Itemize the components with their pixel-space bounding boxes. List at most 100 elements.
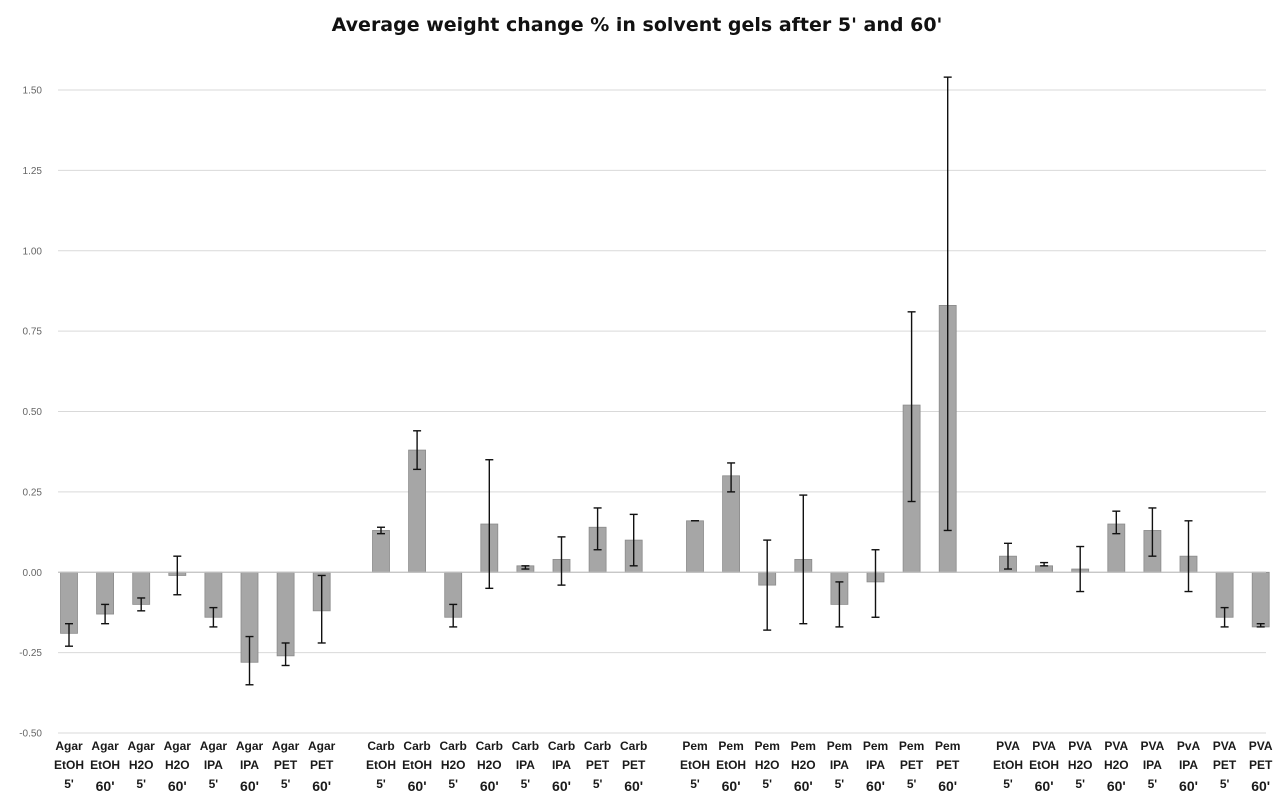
x-tick-label: PVA	[1141, 739, 1165, 753]
x-tick-label: PET	[900, 758, 924, 772]
x-tick-label: 60'	[1107, 778, 1126, 794]
x-tick-label: H2O	[165, 758, 190, 772]
x-tick-label: 60'	[624, 778, 643, 794]
x-tick-label: 60'	[1035, 778, 1054, 794]
x-tick-label: PvA	[1177, 739, 1201, 753]
x-tick-label: PVA	[1032, 739, 1056, 753]
x-tick-label: H2O	[791, 758, 816, 772]
x-tick-label: Carb	[476, 739, 503, 753]
chart-title: Average weight change % in solvent gels …	[331, 14, 943, 36]
x-tick-label: IPA	[516, 758, 535, 772]
y-tick-label: 0.00	[23, 568, 43, 579]
x-tick-label: 60'	[312, 778, 331, 794]
x-tick-label: 5'	[907, 777, 917, 791]
x-tick-label: Agar	[55, 739, 83, 753]
bar	[1035, 565, 1053, 573]
x-tick-label: IPA	[204, 758, 223, 772]
x-tick-label: Agar	[308, 739, 336, 753]
x-tick-label: 5'	[136, 777, 146, 791]
x-tick-label: 60'	[96, 778, 115, 794]
x-tick-label: 60'	[168, 778, 187, 794]
x-tick-label: PET	[274, 758, 298, 772]
x-tick-label: Pem	[755, 739, 780, 753]
y-tick-label: 1.00	[23, 246, 43, 257]
x-tick-label: Agar	[200, 739, 228, 753]
x-tick-label: EtOH	[402, 758, 432, 772]
x-tick-label: Pem	[682, 739, 707, 753]
y-tick-label: 1.25	[23, 166, 43, 177]
x-tick-label: Agar	[128, 739, 156, 753]
x-tick-label: EtOH	[1029, 758, 1059, 772]
x-tick-label: Pem	[827, 739, 852, 753]
x-tick-label: IPA	[1179, 758, 1198, 772]
bar	[372, 530, 390, 573]
x-tick-label: 5'	[762, 777, 772, 791]
x-tick-label: PET	[1213, 758, 1237, 772]
x-tick-label: 60'	[1179, 778, 1198, 794]
grid-lines	[58, 89, 1266, 734]
x-tick-label: EtOH	[993, 758, 1023, 772]
x-tick-label: IPA	[866, 758, 885, 772]
x-tick-label: Carb	[367, 739, 394, 753]
y-tick-label: -0.50	[19, 729, 42, 740]
y-tick-label: 0.25	[23, 487, 43, 498]
y-tick-label: 0.50	[23, 407, 43, 418]
x-tick-label: Agar	[164, 739, 192, 753]
x-tick-label: PET	[936, 758, 960, 772]
x-tick-label: 5'	[376, 777, 386, 791]
x-tick-label: 60'	[480, 778, 499, 794]
x-tick-label: H2O	[129, 758, 154, 772]
x-tick-label: 60'	[552, 778, 571, 794]
x-tick-label: 5'	[690, 777, 700, 791]
x-tick-label: 5'	[521, 777, 531, 791]
y-tick-label: 0.75	[23, 327, 43, 338]
x-tick-label: H2O	[441, 758, 466, 772]
x-tick-label: Pem	[899, 739, 924, 753]
x-tick-label: Agar	[272, 739, 300, 753]
x-tick-label: 5'	[209, 777, 219, 791]
x-tick-label: 60'	[408, 778, 427, 794]
x-tick-label: 60'	[866, 778, 885, 794]
x-tick-label: Pem	[718, 739, 743, 753]
x-tick-label: PET	[586, 758, 610, 772]
x-tick-label: H2O	[477, 758, 502, 772]
x-tick-label: 5'	[1220, 777, 1230, 791]
x-tick-label: IPA	[830, 758, 849, 772]
x-tick-label: Carb	[620, 739, 647, 753]
bar	[686, 520, 704, 573]
x-tick-label: 5'	[281, 777, 291, 791]
x-tick-label: PVA	[1213, 739, 1237, 753]
x-tick-label: EtOH	[54, 758, 84, 772]
x-tick-label: 5'	[1075, 777, 1085, 791]
x-tick-label: 60'	[1251, 778, 1270, 794]
x-tick-label: Agar	[91, 739, 119, 753]
x-tick-label: 5'	[835, 777, 845, 791]
x-tick-label: Pem	[863, 739, 888, 753]
y-tick-label: 1.50	[23, 86, 43, 97]
x-tick-label: Carb	[548, 739, 575, 753]
y-tick-label: -0.25	[19, 648, 42, 659]
x-tick-label: PET	[1249, 758, 1273, 772]
x-tick-label: PVA	[1068, 739, 1092, 753]
x-tick-label: 5'	[1148, 777, 1158, 791]
x-tick-label: EtOH	[90, 758, 120, 772]
x-tick-label: H2O	[1068, 758, 1093, 772]
x-tick-label: IPA	[1143, 758, 1162, 772]
x-tick-label: PET	[310, 758, 334, 772]
x-tick-label: EtOH	[716, 758, 746, 772]
x-tick-label: 60'	[240, 778, 259, 794]
x-tick-label: PVA	[996, 739, 1020, 753]
x-tick-label: IPA	[552, 758, 571, 772]
x-tick-label: 60'	[938, 778, 957, 794]
x-tick-label: H2O	[1104, 758, 1129, 772]
x-tick-label: 5'	[593, 777, 603, 791]
x-tick-label: PET	[622, 758, 646, 772]
x-tick-label: Carb	[440, 739, 467, 753]
error-bars	[65, 76, 1265, 686]
x-tick-label: PVA	[1104, 739, 1128, 753]
x-tick-label: H2O	[755, 758, 780, 772]
x-tick-label: Carb	[403, 739, 430, 753]
x-tick-label: Carb	[512, 739, 539, 753]
bars	[60, 305, 1270, 663]
x-tick-label: 60'	[794, 778, 813, 794]
